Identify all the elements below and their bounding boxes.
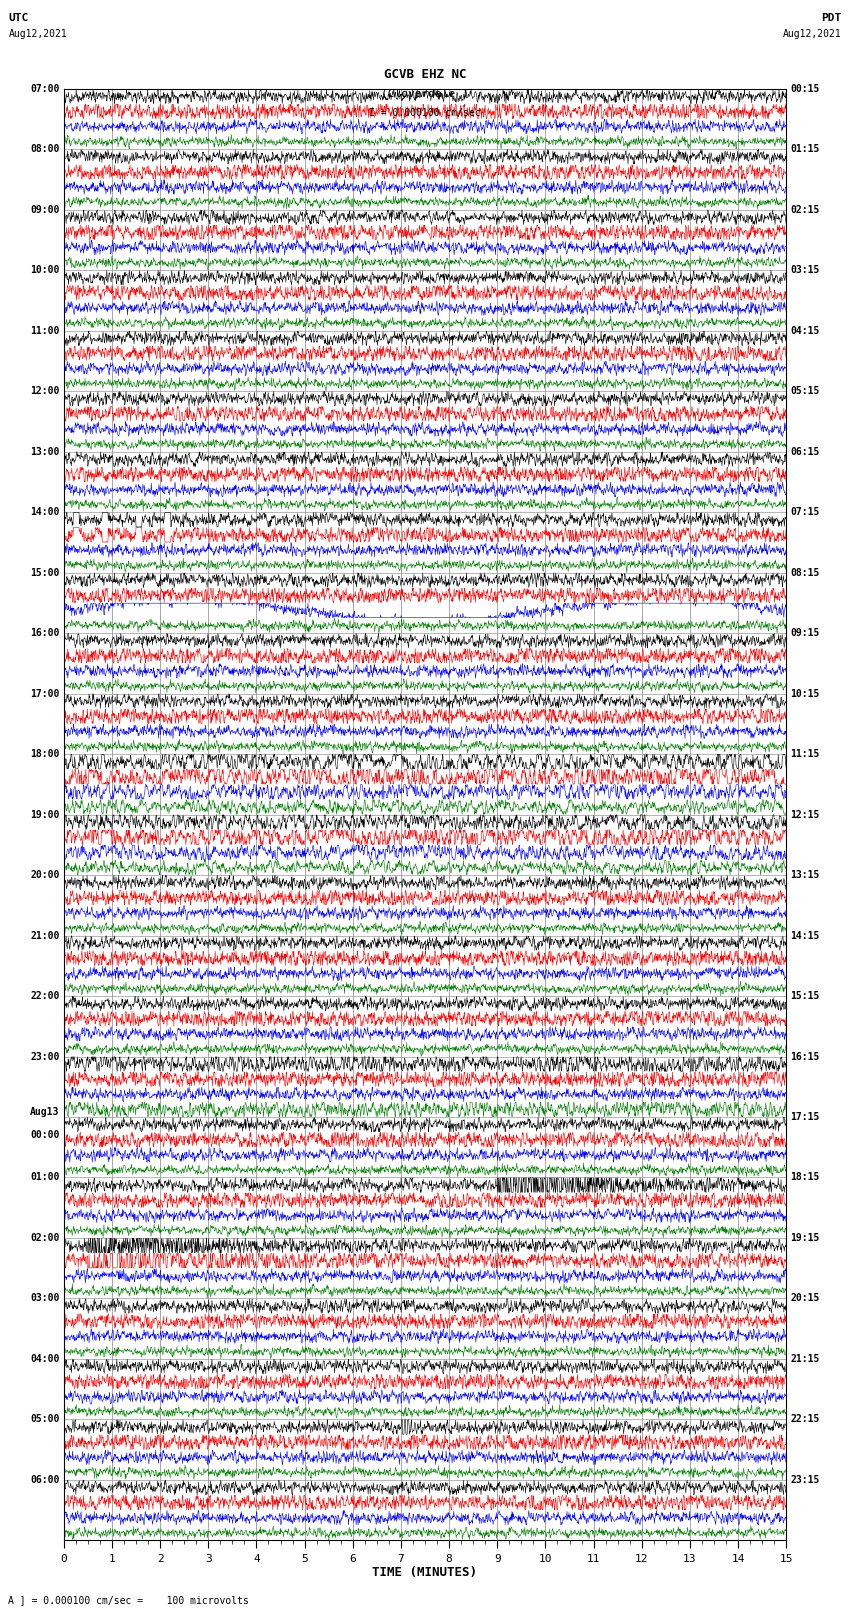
- Text: 02:00: 02:00: [30, 1232, 60, 1244]
- Text: Aug12,2021: Aug12,2021: [8, 29, 67, 39]
- Text: PDT: PDT: [821, 13, 842, 23]
- Text: I = 0.000100 cm/sec: I = 0.000100 cm/sec: [369, 108, 481, 118]
- Text: Aug13: Aug13: [30, 1107, 60, 1116]
- Text: 06:00: 06:00: [30, 1474, 60, 1486]
- Text: 19:00: 19:00: [30, 810, 60, 819]
- Text: 23:15: 23:15: [790, 1474, 820, 1486]
- Text: 11:00: 11:00: [30, 326, 60, 336]
- Text: 05:00: 05:00: [30, 1415, 60, 1424]
- Text: 23:00: 23:00: [30, 1052, 60, 1061]
- Text: 06:15: 06:15: [790, 447, 820, 456]
- Text: (Cloverdale ): (Cloverdale ): [381, 89, 469, 98]
- Text: 10:00: 10:00: [30, 265, 60, 276]
- Text: 17:00: 17:00: [30, 689, 60, 698]
- Text: 15:15: 15:15: [790, 990, 820, 1002]
- Text: UTC: UTC: [8, 13, 29, 23]
- Text: 21:00: 21:00: [30, 931, 60, 940]
- Text: 08:15: 08:15: [790, 568, 820, 577]
- Text: 13:00: 13:00: [30, 447, 60, 456]
- Text: 18:00: 18:00: [30, 748, 60, 760]
- Text: GCVB EHZ NC: GCVB EHZ NC: [383, 68, 467, 81]
- Text: 22:00: 22:00: [30, 990, 60, 1002]
- Text: 12:00: 12:00: [30, 386, 60, 397]
- X-axis label: TIME (MINUTES): TIME (MINUTES): [372, 1566, 478, 1579]
- Text: 07:00: 07:00: [30, 84, 60, 94]
- Text: 17:15: 17:15: [790, 1111, 820, 1123]
- Text: 09:15: 09:15: [790, 627, 820, 639]
- Text: Aug12,2021: Aug12,2021: [783, 29, 842, 39]
- Text: 07:15: 07:15: [790, 506, 820, 518]
- Text: 00:15: 00:15: [790, 84, 820, 94]
- Text: 03:15: 03:15: [790, 265, 820, 276]
- Text: 16:00: 16:00: [30, 627, 60, 639]
- Text: 19:15: 19:15: [790, 1232, 820, 1244]
- Text: 04:15: 04:15: [790, 326, 820, 336]
- Text: 18:15: 18:15: [790, 1173, 820, 1182]
- Text: 02:15: 02:15: [790, 205, 820, 215]
- Text: 08:00: 08:00: [30, 144, 60, 155]
- Text: 14:15: 14:15: [790, 931, 820, 940]
- Text: 00:00: 00:00: [30, 1129, 60, 1140]
- Text: 01:00: 01:00: [30, 1173, 60, 1182]
- Text: 16:15: 16:15: [790, 1052, 820, 1061]
- Text: 14:00: 14:00: [30, 506, 60, 518]
- Text: 09:00: 09:00: [30, 205, 60, 215]
- Text: 22:15: 22:15: [790, 1415, 820, 1424]
- Text: 15:00: 15:00: [30, 568, 60, 577]
- Text: 05:15: 05:15: [790, 386, 820, 397]
- Text: 20:15: 20:15: [790, 1294, 820, 1303]
- Text: A ] = 0.000100 cm/sec =    100 microvolts: A ] = 0.000100 cm/sec = 100 microvolts: [8, 1595, 249, 1605]
- Text: 13:15: 13:15: [790, 869, 820, 881]
- Text: 10:15: 10:15: [790, 689, 820, 698]
- Text: 21:15: 21:15: [790, 1353, 820, 1365]
- Text: 12:15: 12:15: [790, 810, 820, 819]
- Text: 01:15: 01:15: [790, 144, 820, 155]
- Text: 11:15: 11:15: [790, 748, 820, 760]
- Text: 03:00: 03:00: [30, 1294, 60, 1303]
- Text: 04:00: 04:00: [30, 1353, 60, 1365]
- Text: 20:00: 20:00: [30, 869, 60, 881]
